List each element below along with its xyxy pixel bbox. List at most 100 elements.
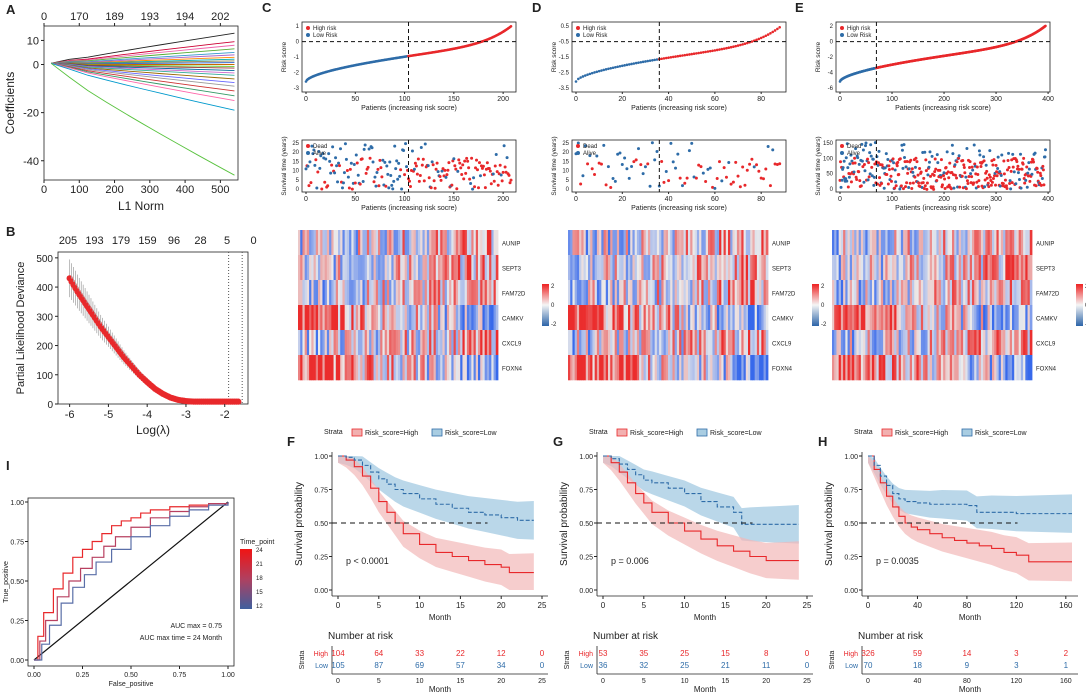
heatmap-cell	[741, 280, 744, 306]
risk-point	[729, 45, 733, 49]
heatmap-cell	[415, 305, 419, 331]
survival-point	[438, 174, 442, 178]
heatmap-cell	[914, 330, 917, 356]
heatmap-cell	[300, 355, 303, 381]
gene-label: FOXN4	[772, 367, 793, 373]
heatmap-cell	[614, 355, 618, 381]
y-tick-label: -1.5	[559, 55, 570, 61]
heatmap-cell	[845, 355, 848, 381]
heatmap-cell	[610, 330, 613, 356]
heatmap-cell	[438, 355, 441, 381]
heatmap-cell	[903, 355, 906, 381]
heatmap-cell	[420, 230, 423, 256]
heatmap-cell	[927, 255, 931, 281]
heatmap-cell	[845, 305, 848, 331]
survival-point	[718, 160, 722, 164]
survival-point	[606, 165, 610, 169]
survival-point	[930, 154, 934, 158]
heatmap-cell	[342, 355, 346, 381]
survival-point	[995, 174, 999, 178]
heatmap-cell	[1018, 280, 1022, 306]
heatmap-cell	[570, 355, 573, 381]
heatmap-cell	[413, 305, 417, 331]
heatmap-cell	[384, 355, 388, 381]
risk-point	[607, 67, 610, 71]
heatmap-cell	[585, 330, 589, 356]
heatmap-cell	[424, 230, 428, 256]
heatmap-cell	[967, 330, 971, 356]
heatmap-cell	[876, 305, 880, 331]
survival-point	[886, 182, 890, 186]
survival-point	[502, 144, 506, 148]
heatmap-cell	[748, 330, 751, 356]
heatmap-cell	[1016, 305, 1020, 331]
survival-point	[461, 163, 465, 167]
heatmap-cell	[583, 330, 587, 356]
heatmap-cell	[315, 355, 319, 381]
y-tick-label: 0	[33, 60, 39, 72]
heatmap-cell	[936, 355, 940, 381]
heatmap-cell	[761, 255, 764, 281]
survival-point	[743, 183, 747, 187]
heatmap-cell	[298, 255, 301, 281]
y-tick-label: 0	[830, 187, 834, 193]
heatmap-cell	[756, 305, 760, 331]
heatmap-cell	[300, 255, 303, 281]
heatmap-cell	[298, 330, 301, 356]
panel-label-D: D	[532, 0, 541, 15]
heatmap-cell	[1020, 355, 1024, 381]
heatmap-cell	[1029, 230, 1033, 256]
heatmap-cell	[572, 330, 576, 356]
survival-point	[1017, 177, 1021, 181]
survival-point	[916, 173, 920, 177]
heatmap-cell	[382, 280, 386, 306]
heatmap-cell	[1027, 255, 1031, 281]
heatmap-cell	[763, 330, 767, 356]
survival-point	[671, 160, 675, 164]
risk-point	[743, 42, 747, 46]
heatmap-cell	[681, 230, 684, 256]
survival-point	[410, 149, 414, 153]
heatmap-cell	[398, 230, 401, 256]
survival-point	[487, 166, 491, 170]
heatmap-cell	[451, 305, 454, 331]
survival-point	[841, 166, 845, 170]
survival-point	[853, 156, 857, 160]
risk-table-xlabel: Month	[694, 685, 716, 692]
heatmap-cell	[440, 355, 443, 381]
heatmap-cell	[887, 230, 891, 256]
heatmap-cell	[391, 355, 394, 381]
heatmap-cell	[692, 255, 696, 281]
colorbar-tick: 21	[256, 562, 263, 568]
heatmap-cell	[393, 355, 397, 381]
legend-high: High risk	[583, 26, 607, 32]
heatmap-cell	[925, 330, 928, 356]
survival-point	[576, 141, 580, 145]
heatmap-cell	[712, 355, 716, 381]
heatmap-cell	[958, 280, 962, 306]
heatmap-cell	[652, 280, 656, 306]
survival-point	[996, 166, 1000, 170]
heatmap-cell	[349, 330, 352, 356]
heatmap-cell	[978, 280, 982, 306]
heatmap-cell	[721, 230, 724, 256]
heatmap-cell	[311, 355, 314, 381]
heatmap-cell	[867, 355, 871, 381]
heatmap-cell	[656, 230, 660, 256]
heatmap-cell	[1007, 230, 1011, 256]
heatmap-cell	[458, 230, 461, 256]
survival-point	[660, 159, 664, 163]
survival-point	[393, 144, 397, 148]
heatmap-cell	[683, 230, 687, 256]
heatmap-cell	[592, 355, 596, 381]
x-tick-label: 0	[866, 601, 871, 610]
heatmap-cell	[398, 330, 401, 356]
heatmap-cell	[920, 355, 924, 381]
heatmap-cell	[1012, 280, 1015, 306]
heatmap-cell	[696, 280, 700, 306]
heatmap-cell	[914, 280, 917, 306]
heatmap-cell	[752, 305, 756, 331]
heatmap-cell	[628, 355, 631, 381]
heatmap-cell	[681, 330, 684, 356]
survival-point	[950, 170, 954, 174]
